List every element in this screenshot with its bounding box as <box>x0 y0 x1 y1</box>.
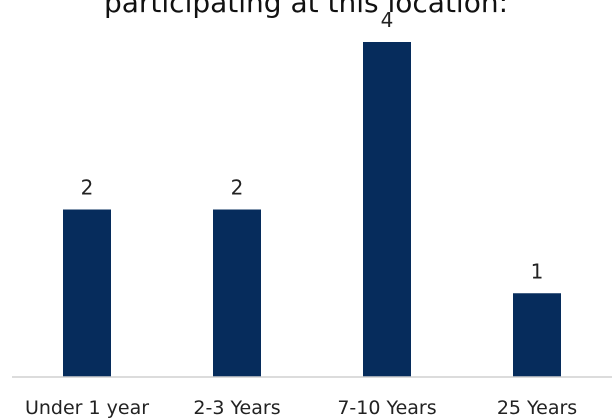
x-tick-labels-group: Under 1 year 2-3 Years 7-10 Years 25 Years <box>25 397 577 419</box>
x-tick-label-2: 7-10 Years <box>337 397 436 419</box>
data-label-2: 4 <box>381 8 394 32</box>
chart-title: participating at this location: <box>104 0 508 19</box>
bars-group <box>63 42 561 377</box>
data-labels-group: 2 2 4 1 <box>81 8 544 283</box>
bar-0 <box>63 209 111 377</box>
bar-1 <box>213 209 261 377</box>
data-label-3: 1 <box>531 259 544 283</box>
data-label-1: 2 <box>231 176 244 200</box>
x-tick-label-1: 2-3 Years <box>193 397 280 419</box>
bar-2 <box>363 42 411 377</box>
data-label-0: 2 <box>81 176 94 200</box>
x-tick-label-3: 25 Years <box>497 397 577 419</box>
bar-3 <box>513 293 561 377</box>
x-tick-label-0: Under 1 year <box>25 397 149 419</box>
